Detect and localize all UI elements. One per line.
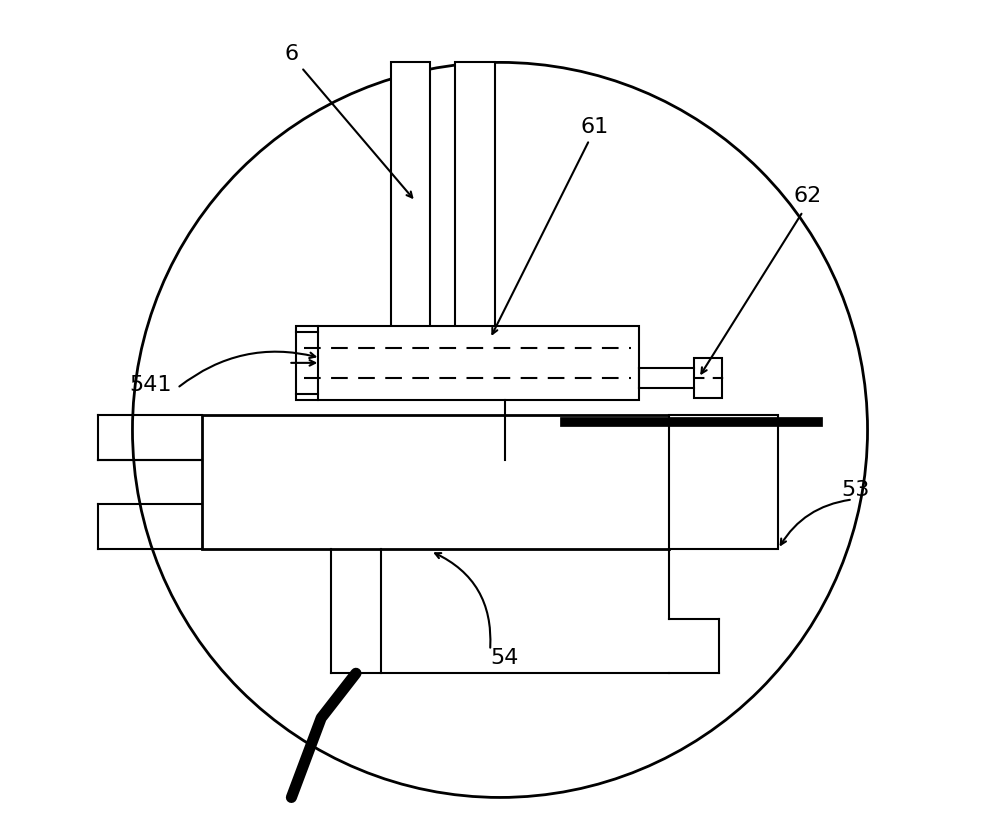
Text: 53: 53 xyxy=(841,480,870,500)
Bar xyxy=(202,415,669,549)
Text: 62: 62 xyxy=(794,187,822,207)
Bar xyxy=(391,63,430,360)
Bar xyxy=(296,325,639,400)
Text: 6: 6 xyxy=(284,44,298,64)
Bar xyxy=(455,63,495,360)
Text: 54: 54 xyxy=(491,648,519,668)
Text: 541: 541 xyxy=(129,375,172,395)
Text: 61: 61 xyxy=(580,117,608,137)
Bar xyxy=(694,358,722,398)
Bar xyxy=(669,415,778,549)
